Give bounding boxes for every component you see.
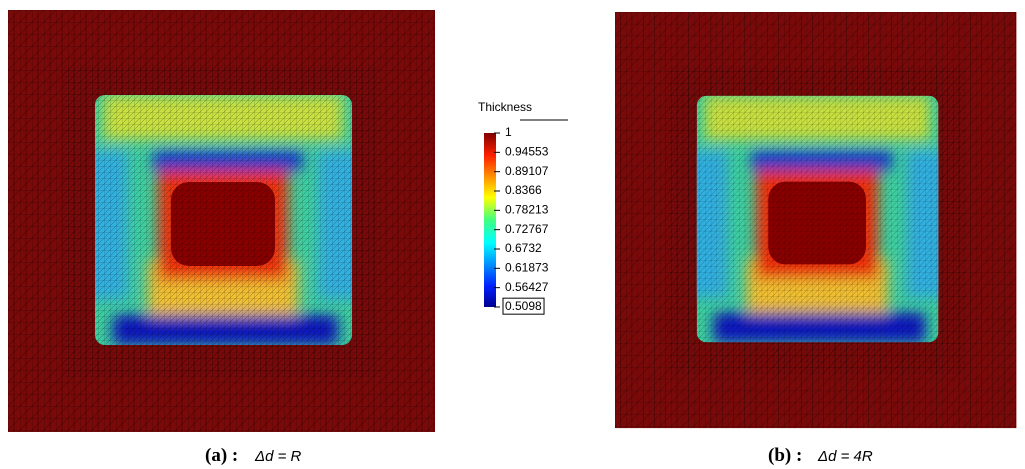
tick-label: 0.78213 — [505, 203, 549, 217]
colorbar-title: Thickness — [478, 100, 532, 114]
tick-label: 0.5098 — [505, 299, 542, 313]
tick-label: 0.94553 — [505, 145, 549, 159]
tick-label: 0.8366 — [505, 183, 542, 197]
caption-formula: Δd = 4R — [817, 448, 873, 465]
tick-label: 0.6732 — [505, 241, 542, 255]
caption-label: (b) : — [768, 445, 802, 466]
tick-label: 0.72767 — [505, 222, 549, 236]
panel-a-field — [8, 10, 435, 432]
caption-label: (a) : — [205, 445, 238, 466]
panel-b-field — [615, 12, 1016, 428]
tick-label: 0.56427 — [505, 280, 549, 294]
caption-formula: Δd = R — [254, 448, 302, 465]
colorbar-ticks: 1 0.94553 0.89107 0.8366 0.78213 0.72767 0.673… — [494, 125, 549, 314]
figure: Thickness 1 0.94553 0.89107 0.8366 0.78213 0.… — [0, 0, 1025, 469]
tick-label: 0.61873 — [505, 261, 549, 275]
colorbar — [484, 133, 496, 307]
tick-label: 1 — [505, 125, 512, 139]
tick-label: 0.89107 — [505, 164, 549, 178]
